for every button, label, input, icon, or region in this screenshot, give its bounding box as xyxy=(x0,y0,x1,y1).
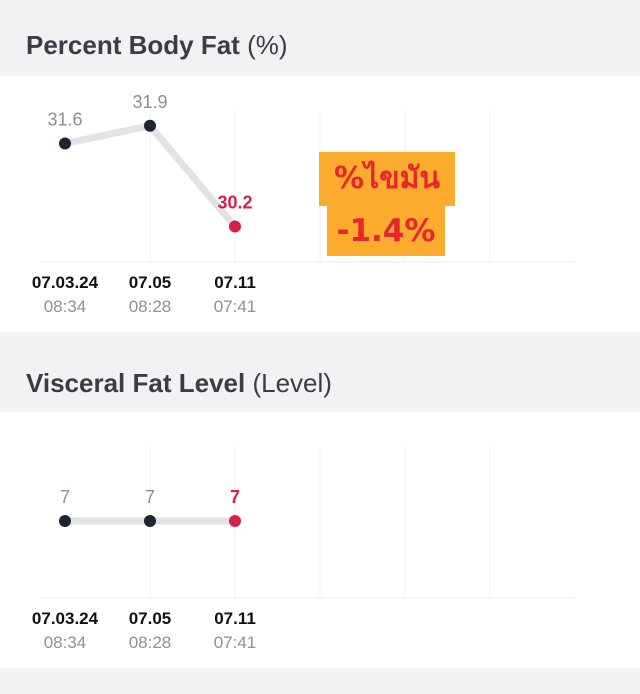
data-point[interactable] xyxy=(59,515,71,527)
latest-data-point[interactable] xyxy=(229,515,241,527)
data-point[interactable] xyxy=(144,515,156,527)
x-axis-date: 07.03.24 xyxy=(31,273,99,292)
x-axis-date: 07.11 xyxy=(214,609,256,628)
x-axis-date: 07.05 xyxy=(128,609,172,628)
visceral-fat-title: Visceral Fat Level (Level) xyxy=(26,368,332,399)
body-fat-unit: (%) xyxy=(247,30,288,60)
body-fat-chart-card[interactable]: 31.6 31.9 30.2 %ไขมัน -1.4% 07.03.24 08:34 0… xyxy=(0,76,640,332)
x-axis-label: 07.05 08:28 xyxy=(95,272,205,318)
value-label: 31.6 xyxy=(47,110,82,130)
x-axis-date: 07.11 xyxy=(214,273,256,292)
visceral-fat-chart-card[interactable]: 7 7 7 07.03.24 08:34 07.05 08:28 07.11 07:41 xyxy=(0,412,640,668)
visceral-fat-title-text: Visceral Fat Level xyxy=(26,368,246,398)
body-fat-chart: 31.6 31.9 30.2 xyxy=(40,92,575,263)
body-fat-title: Percent Body Fat (%) xyxy=(26,30,288,61)
value-label: 30.2 xyxy=(217,192,252,212)
data-point[interactable] xyxy=(144,119,156,132)
value-label: 7 xyxy=(145,487,155,507)
latest-data-point[interactable] xyxy=(229,220,241,233)
x-axis-date: 07.03.24 xyxy=(31,609,99,628)
x-axis-label: 07.03.24 08:34 xyxy=(10,272,120,318)
value-label: 7 xyxy=(60,487,70,507)
x-axis-date: 07.05 xyxy=(128,273,172,292)
data-point[interactable] xyxy=(59,137,71,150)
x-axis-time: 08:34 xyxy=(43,297,87,316)
body-fat-title-text: Percent Body Fat xyxy=(26,30,240,60)
x-axis-label: 07.05 08:28 xyxy=(95,608,205,654)
visceral-fat-unit: (Level) xyxy=(252,368,332,398)
x-axis-time: 08:28 xyxy=(128,297,172,316)
visceral-fat-header: Visceral Fat Level (Level) xyxy=(0,332,640,412)
value-label: 31.9 xyxy=(132,92,167,112)
x-axis-label: 07.11 07:41 xyxy=(180,608,290,654)
body-fat-badge-line1: %ไขมัน xyxy=(319,152,455,206)
x-axis-time: 08:28 xyxy=(128,633,172,652)
body-fat-header: Percent Body Fat (%) xyxy=(0,0,640,76)
x-axis-time: 08:34 xyxy=(43,633,87,652)
x-axis-time: 07:41 xyxy=(213,297,257,316)
visceral-fat-chart: 7 7 7 xyxy=(40,447,575,599)
x-axis-label: 07.03.24 08:34 xyxy=(10,608,120,654)
x-axis-label: 07.11 07:41 xyxy=(180,272,290,318)
value-label: 7 xyxy=(230,487,240,507)
x-axis-time: 07:41 xyxy=(213,633,257,652)
body-fat-badge-line2: -1.4% xyxy=(327,206,445,256)
